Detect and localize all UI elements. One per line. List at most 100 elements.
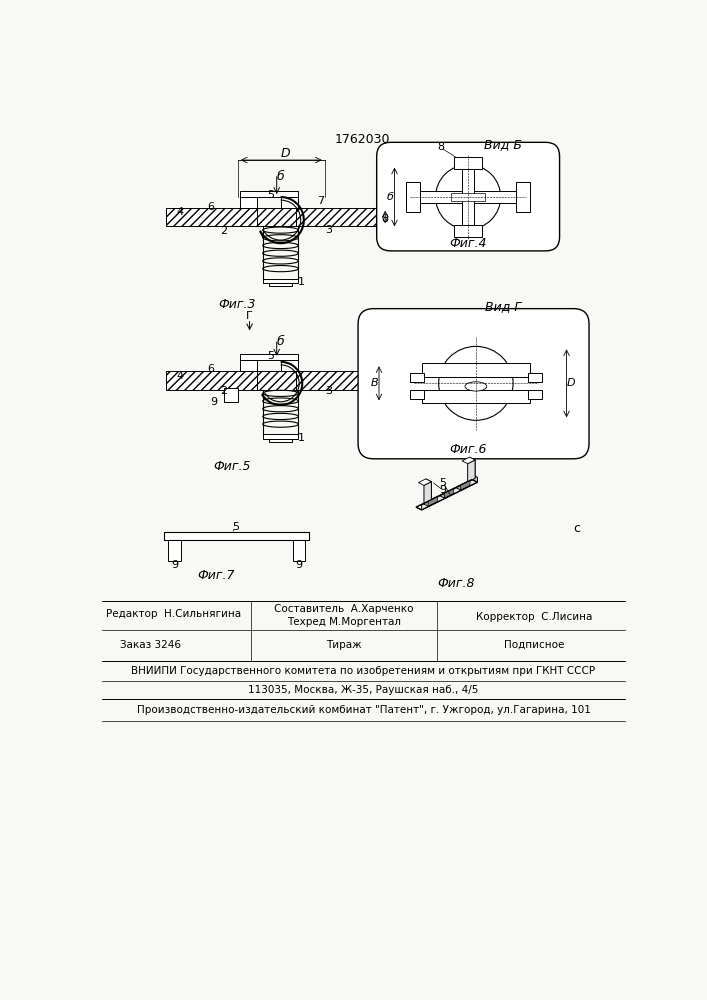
Bar — [240, 191, 298, 197]
Bar — [454, 225, 482, 237]
Text: Фиг.6: Фиг.6 — [450, 443, 487, 456]
Bar — [528, 389, 542, 399]
Bar — [451, 193, 485, 201]
Text: ВНИИПИ Государственного комитета по изобретениям и открытиям при ГКНТ СССР: ВНИИПИ Государственного комитета по изоб… — [132, 666, 595, 676]
Circle shape — [436, 165, 501, 229]
Text: Вид Б: Вид Б — [484, 138, 522, 151]
Bar — [240, 354, 298, 360]
Text: 5: 5 — [232, 522, 239, 532]
Text: Фиг.7: Фиг.7 — [197, 569, 235, 582]
Bar — [410, 373, 424, 382]
Text: 3: 3 — [325, 225, 332, 235]
Text: 7: 7 — [317, 196, 325, 206]
Bar — [240, 197, 257, 208]
Bar — [462, 165, 474, 229]
Text: Производственно-издательский комбинат "Патент", г. Ужгород, ул.Гагарина, 101: Производственно-издательский комбинат "П… — [136, 705, 590, 715]
Text: 1: 1 — [298, 433, 305, 443]
Bar — [528, 373, 542, 382]
Text: Фиг.4: Фиг.4 — [450, 237, 487, 250]
Text: Вид Г: Вид Г — [485, 300, 521, 313]
Polygon shape — [472, 475, 477, 482]
FancyBboxPatch shape — [377, 142, 559, 251]
Text: Составитель  А.Харченко: Составитель А.Харченко — [274, 604, 414, 614]
Text: Фиг.3: Фиг.3 — [218, 298, 256, 311]
Text: 9: 9 — [171, 560, 178, 570]
Text: 8: 8 — [382, 214, 389, 224]
Bar — [224, 388, 238, 402]
Polygon shape — [428, 497, 438, 506]
Text: 9: 9 — [296, 560, 303, 570]
Polygon shape — [445, 489, 454, 498]
Text: б: б — [276, 170, 284, 183]
Bar — [516, 182, 530, 212]
Bar — [293, 540, 305, 561]
Text: Фиг.5: Фиг.5 — [213, 460, 250, 473]
Bar — [240, 360, 257, 371]
Text: 113035, Москва, Ж-35, Раушская наб., 4/5: 113035, Москва, Ж-35, Раушская наб., 4/5 — [248, 685, 479, 695]
Circle shape — [438, 346, 513, 420]
Polygon shape — [467, 460, 475, 482]
Text: B: B — [370, 378, 378, 388]
Polygon shape — [461, 481, 470, 490]
Bar — [269, 283, 292, 286]
Text: 6: 6 — [207, 364, 214, 374]
Text: б: б — [276, 335, 284, 348]
Text: Техред М.Моргентал: Техред М.Моргентал — [287, 617, 401, 627]
Bar — [269, 439, 292, 442]
Text: Корректор  С.Лисина: Корректор С.Лисина — [476, 612, 592, 622]
Text: 8: 8 — [438, 142, 445, 152]
Text: D: D — [281, 147, 290, 160]
Text: 2: 2 — [221, 226, 228, 236]
Text: D: D — [567, 378, 575, 388]
Polygon shape — [424, 482, 431, 504]
Bar — [257, 371, 296, 389]
Polygon shape — [416, 479, 477, 510]
Bar — [257, 208, 296, 226]
Bar — [406, 182, 420, 212]
Polygon shape — [462, 457, 475, 464]
Text: 9: 9 — [211, 397, 218, 407]
Text: Г: Г — [246, 311, 253, 321]
Text: 3: 3 — [325, 386, 332, 396]
Polygon shape — [423, 499, 438, 506]
Text: Тираж: Тираж — [327, 640, 362, 650]
Text: 5: 5 — [267, 190, 274, 200]
Bar — [166, 208, 257, 226]
Text: c: c — [573, 522, 580, 535]
Text: 1762030: 1762030 — [334, 133, 390, 146]
Bar — [421, 363, 530, 377]
Bar — [263, 279, 298, 283]
Bar — [296, 371, 379, 389]
Polygon shape — [469, 457, 475, 478]
Text: 4: 4 — [176, 207, 183, 217]
Bar — [164, 532, 309, 540]
Text: 9: 9 — [440, 485, 447, 495]
Text: 4: 4 — [176, 371, 183, 381]
Text: Фиг.8: Фиг.8 — [438, 577, 475, 590]
Bar — [281, 360, 298, 371]
Polygon shape — [421, 477, 477, 510]
Text: 1: 1 — [298, 277, 305, 287]
Text: 2: 2 — [221, 386, 228, 396]
Bar — [296, 208, 379, 226]
Text: Заказ 3246: Заказ 3246 — [120, 640, 181, 650]
Ellipse shape — [465, 382, 486, 391]
Text: 5: 5 — [439, 478, 446, 488]
Bar — [263, 434, 298, 439]
Text: б: б — [387, 192, 393, 202]
Text: 6: 6 — [207, 202, 214, 212]
Bar — [410, 389, 424, 399]
Text: Редактор  Н.Сильнягина: Редактор Н.Сильнягина — [106, 609, 241, 619]
Bar — [421, 389, 530, 403]
Text: 5: 5 — [267, 351, 274, 361]
Text: Подписное: Подписное — [504, 640, 564, 650]
Bar — [454, 157, 482, 169]
Polygon shape — [440, 491, 454, 498]
Bar — [418, 191, 518, 203]
Bar — [168, 540, 180, 561]
Polygon shape — [456, 483, 470, 490]
Polygon shape — [419, 479, 431, 485]
Bar — [166, 371, 257, 389]
FancyBboxPatch shape — [358, 309, 589, 459]
Polygon shape — [426, 479, 431, 500]
